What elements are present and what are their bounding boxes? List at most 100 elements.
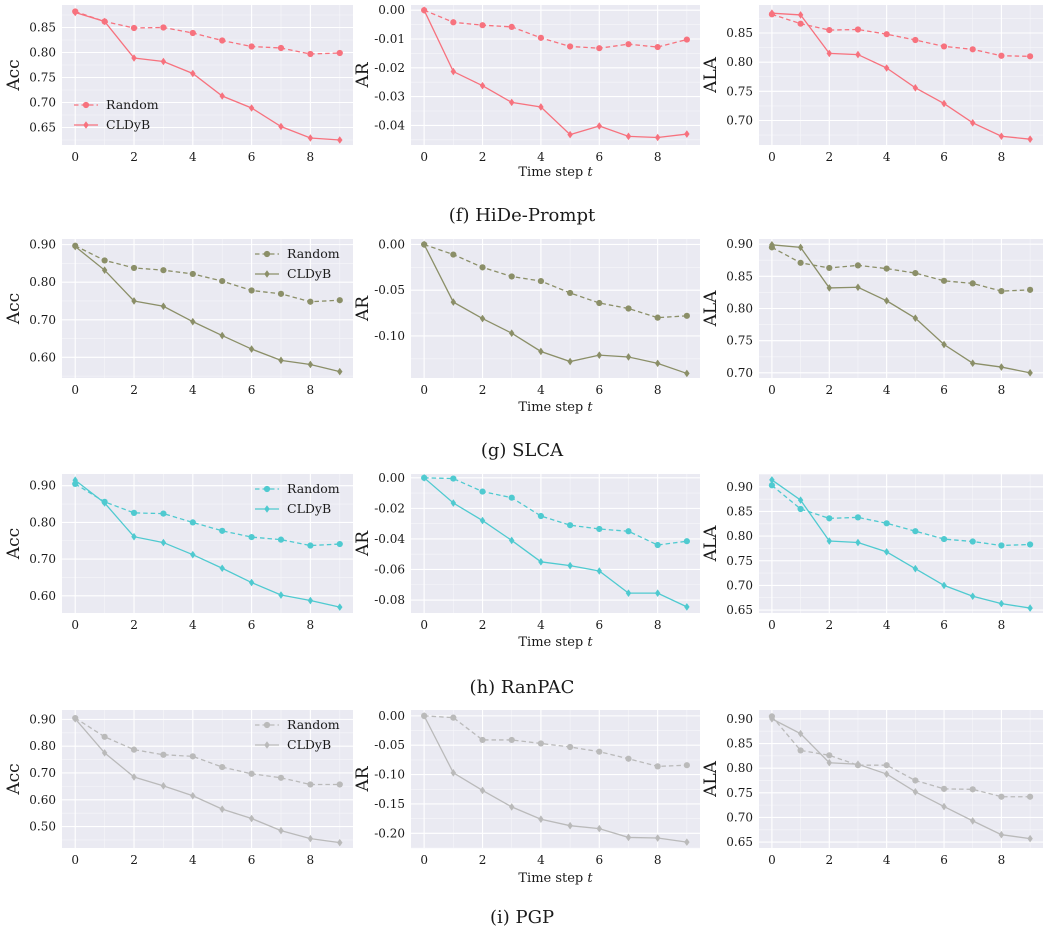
data-point <box>336 540 343 548</box>
data-point <box>998 288 1005 295</box>
data-point-diamond <box>160 302 167 311</box>
x-tick-label: 6 <box>940 383 948 397</box>
data-point-diamond <box>684 369 690 378</box>
y-tick-label: -0.02 <box>374 501 405 515</box>
data-point-diamond <box>855 50 861 59</box>
y-tick-label: -0.04 <box>374 118 405 132</box>
data-point <box>189 270 196 278</box>
y-tick-label: -0.01 <box>374 32 405 46</box>
data-point <box>596 525 603 533</box>
data-point <box>277 290 285 297</box>
series-line-cldyb <box>771 718 1031 840</box>
data-point <box>307 50 314 58</box>
y-tick-label: 0.80 <box>29 275 56 289</box>
x-tick-label: 2 <box>479 150 487 164</box>
data-point <box>219 763 226 771</box>
data-point <box>566 289 574 297</box>
x-tick-label: 2 <box>825 383 833 397</box>
data-point-diamond <box>1027 135 1033 143</box>
data-point-diamond <box>596 122 603 130</box>
data-point <box>101 257 108 264</box>
chart-panel-3-0: 0.50 0.60 0.70 0.80 0.90 0 2 4 6 8 Acc Random CLDyB <box>4 710 353 867</box>
data-point-diamond <box>998 599 1005 608</box>
data-point <box>940 277 948 284</box>
data-point-diamond <box>264 505 270 513</box>
data-point-diamond <box>654 834 661 842</box>
series-line-cldyb <box>423 477 688 608</box>
data-point <box>130 746 138 753</box>
data-point-diamond <box>248 578 255 587</box>
data-point-diamond <box>101 17 108 26</box>
data-point <box>912 528 919 535</box>
x-tick-label: 8 <box>654 618 662 632</box>
y-tick-label: -0.10 <box>374 329 405 343</box>
data-point <box>1026 286 1034 293</box>
y-tick-label: 0.75 <box>726 786 753 800</box>
y-tick-label: 0.70 <box>29 96 56 110</box>
legend-label: CLDyB <box>287 501 331 516</box>
data-point-diamond <box>797 243 804 252</box>
x-tick-label: 0 <box>768 853 776 867</box>
x-axis-label-variable: t <box>587 871 593 886</box>
data-point <box>883 265 890 272</box>
legend: Random CLDyB <box>255 717 340 752</box>
data-point <box>654 314 661 321</box>
plot-background <box>62 474 353 613</box>
y-tick-label: 0.00 <box>378 3 405 17</box>
data-point <box>219 277 226 285</box>
data-point <box>101 733 108 740</box>
data-point-diamond <box>625 589 632 597</box>
data-point-diamond <box>912 564 919 573</box>
data-point <box>625 755 632 762</box>
series-line-cldyb <box>423 715 687 843</box>
data-point <box>537 277 545 285</box>
data-point-diamond <box>567 821 573 830</box>
series-line-random <box>771 13 1031 57</box>
data-point <box>912 270 919 277</box>
y-tick-label: 0.80 <box>726 55 753 69</box>
y-tick-label: -0.05 <box>374 738 405 752</box>
y-tick-label: 0.50 <box>29 820 56 834</box>
chart-panel-3-1: -0.20 -0.15 -0.10 -0.05 0.00 0 2 4 6 8 AR <box>353 709 700 867</box>
x-tick-label: 6 <box>248 853 256 867</box>
data-point <box>654 763 661 770</box>
data-point <box>160 24 167 31</box>
x-axis-label-variable: t <box>587 635 593 650</box>
data-point <box>969 280 976 287</box>
data-point-diamond <box>769 240 775 249</box>
y-tick-label: 0.60 <box>29 350 56 364</box>
legend: Random CLDyB <box>74 97 159 132</box>
data-point-diamond <box>855 760 861 769</box>
x-tick-label: 8 <box>998 150 1006 164</box>
y-tick-label: 0.90 <box>726 237 753 251</box>
data-point-diamond <box>596 567 603 575</box>
plot-background <box>411 5 700 145</box>
data-point-diamond <box>797 496 804 504</box>
series-line-cldyb <box>74 479 340 608</box>
data-point-diamond <box>72 476 78 485</box>
data-point <box>854 262 862 269</box>
chart-panel-2-2: 0.65 0.70 0.75 0.80 0.85 0.90 0 2 4 6 8 ALA <box>701 474 1043 632</box>
data-point-diamond <box>883 770 890 778</box>
data-point-diamond <box>969 359 976 367</box>
y-tick-label: -0.02 <box>374 61 405 75</box>
chart-group-1: 0.60 0.70 0.80 0.90 0 2 4 6 8 Acc Random CLDyB -0.10… <box>4 237 1043 461</box>
data-point <box>596 299 603 307</box>
series-line-cldyb <box>75 11 340 141</box>
data-point-diamond <box>219 564 225 573</box>
data-point <box>625 305 632 312</box>
x-axis-label-variable: t <box>587 400 593 415</box>
data-point-diamond <box>131 532 137 541</box>
data-point-diamond <box>883 64 890 72</box>
x-tick-label: 6 <box>248 618 256 632</box>
x-tick-label: 6 <box>595 150 603 164</box>
x-tick-label: 4 <box>189 150 197 164</box>
data-point <box>450 714 457 721</box>
data-point-diamond <box>160 538 167 547</box>
series-line-cldyb <box>74 246 340 373</box>
data-point-diamond <box>538 103 544 111</box>
data-point-diamond <box>421 6 427 14</box>
data-point-diamond <box>684 838 690 846</box>
data-point-diamond <box>826 49 833 58</box>
chart-panel-2-1: -0.08 -0.06 -0.04 -0.02 0.00 0 2 4 6 8 AR <box>353 471 700 632</box>
